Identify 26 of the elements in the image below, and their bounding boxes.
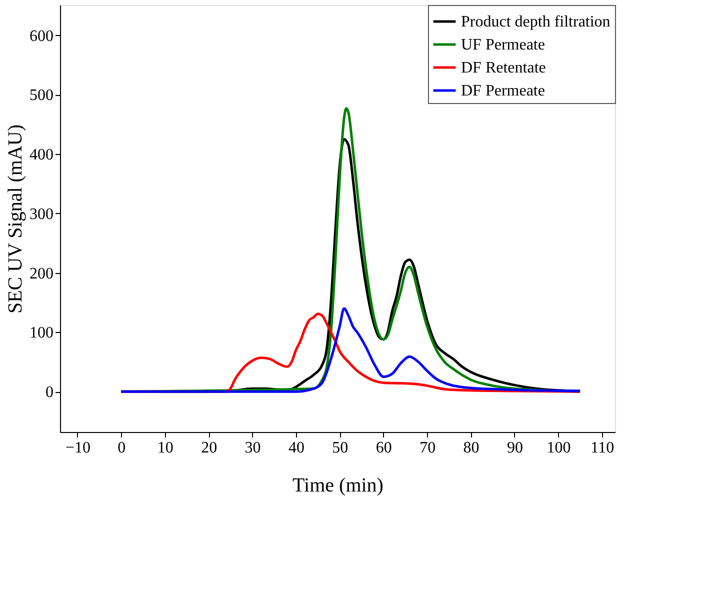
x-tick-label: 10 (157, 440, 174, 456)
y-tick-label: 200 (30, 265, 54, 282)
y-tick-label: 100 (30, 324, 54, 342)
x-axis-title: Time (min) (292, 474, 384, 496)
y-tick-label: 600 (30, 28, 54, 45)
x-tick-label: 70 (420, 440, 436, 456)
x-tick-label: 80 (463, 440, 480, 456)
x-tick-label: 0 (118, 440, 126, 456)
y-tick-label: 400 (30, 146, 54, 164)
y-tick-label: 0 (46, 384, 54, 402)
x-tick-label: 90 (506, 440, 523, 456)
x-tick-label: 30 (244, 440, 261, 456)
y-tick-label: 500 (30, 87, 54, 104)
legend-label: Product depth filtration (461, 14, 610, 30)
y-tick-label: 300 (30, 206, 54, 223)
y-axis-title: SEC UV Signal (mAU) (4, 124, 26, 314)
x-tick-label: 100 (546, 440, 571, 456)
x-tick-label: 110 (590, 440, 614, 456)
x-tick-label: 50 (332, 440, 348, 456)
legend-label: UF Permeate (461, 36, 545, 54)
x-tick-label: 40 (288, 440, 304, 456)
x-tick-label: −10 (65, 440, 90, 456)
x-tick-label: 20 (201, 440, 218, 456)
x-tick-label: 60 (376, 440, 392, 456)
legend-label: DF Permeate (461, 82, 545, 100)
legend-label: DF Retentate (461, 60, 546, 76)
